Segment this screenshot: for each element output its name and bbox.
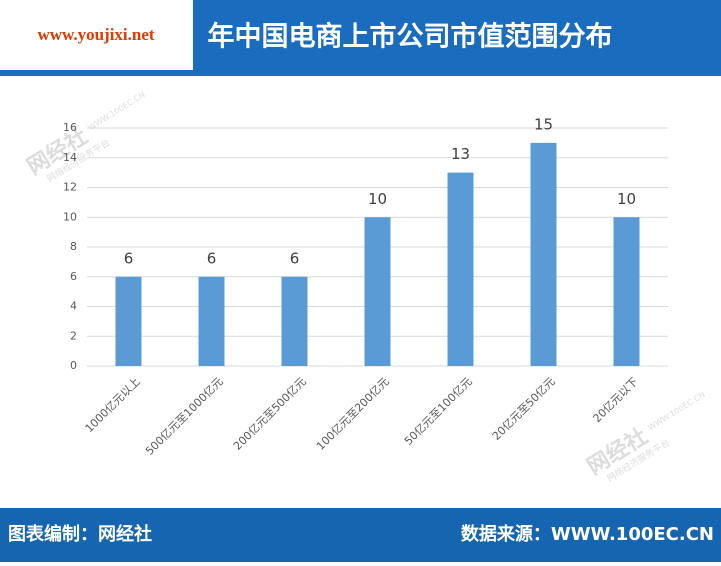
data-label: 10 (617, 190, 636, 208)
data-label: 6 (124, 249, 134, 267)
bar (198, 276, 225, 366)
bar (530, 142, 557, 366)
bar (281, 276, 308, 366)
data-label: 6 (207, 249, 217, 267)
y-tick-label: 10 (63, 210, 77, 223)
data-label: 13 (451, 145, 470, 163)
bar (447, 172, 474, 366)
footer-bar (0, 508, 721, 562)
data-label: 6 (290, 249, 300, 267)
y-tick-label: 2 (70, 329, 77, 342)
y-tick-label: 0 (70, 359, 77, 372)
data-label: 15 (534, 115, 553, 133)
footer-right: 数据来源：WWW.100EC.CN (461, 523, 714, 545)
footer-left: 图表编制：网经社 (8, 523, 152, 545)
watermark-box (0, 0, 193, 70)
bar (364, 217, 391, 366)
y-tick-label: 16 (63, 121, 77, 134)
y-tick-label: 8 (70, 240, 77, 253)
bar (115, 276, 142, 366)
watermark: www.youjixi.net (37, 25, 154, 44)
y-tick-label: 14 (63, 151, 77, 164)
y-tick-label: 4 (70, 300, 77, 313)
y-tick-label: 12 (63, 181, 77, 194)
chart-title: 年中国电商上市公司市值范围分布 (208, 21, 613, 53)
y-tick-label: 6 (70, 270, 77, 283)
data-label: 10 (368, 190, 387, 208)
bar (613, 217, 640, 366)
